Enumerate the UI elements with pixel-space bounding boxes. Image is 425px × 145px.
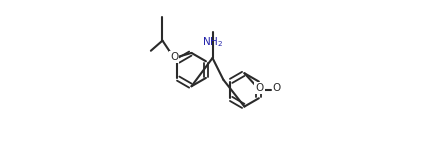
Text: O: O [170, 52, 178, 61]
Text: O: O [273, 84, 281, 93]
Text: NH$_2$: NH$_2$ [202, 35, 223, 49]
Text: O: O [255, 84, 264, 93]
